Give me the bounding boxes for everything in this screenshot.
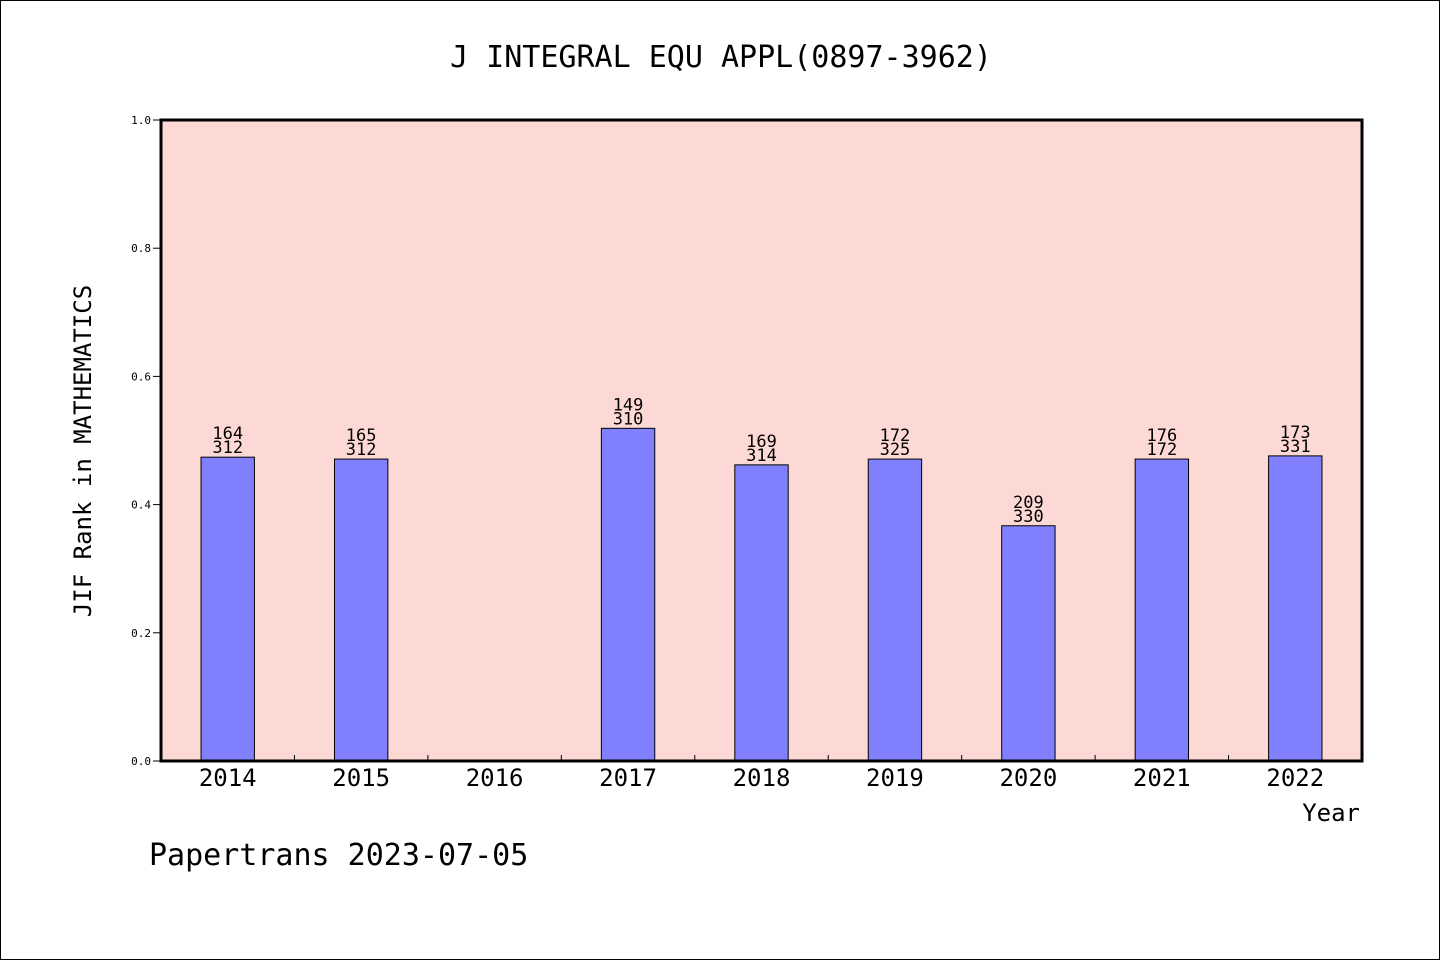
bar-2014 [200, 456, 255, 762]
bar-rank-label: 164 [212, 424, 243, 444]
bar-total-label: 331 [1280, 437, 1311, 457]
bar-rank-label: 173 [1280, 423, 1311, 443]
bar-2020 [1001, 525, 1056, 762]
bar-total-label: 325 [880, 440, 911, 460]
bar-total-label: 172 [1146, 440, 1177, 460]
x-tick-label: 2022 [1266, 764, 1324, 792]
bar-2021 [1134, 458, 1190, 762]
y-tick-label: 0.6 [131, 370, 151, 383]
bar-rank-label: 209 [1013, 493, 1044, 513]
plot-border [159, 118, 1364, 763]
x-tick-label: 2016 [466, 764, 524, 792]
bars-group [200, 427, 1323, 762]
x-axis-label: Year [1302, 799, 1360, 827]
footer-text: Papertrans 2023-07-05 [149, 838, 528, 873]
bar-2015 [333, 458, 389, 762]
bar-rank-label: 165 [346, 426, 377, 446]
bar-total-label: 330 [1013, 507, 1044, 527]
bar-rank-label: 149 [613, 395, 644, 415]
chart-title: J INTEGRAL EQU APPL(0897-3962) [450, 40, 992, 75]
bar-total-label: 312 [346, 440, 377, 460]
bar-rank-label: 176 [1146, 426, 1177, 446]
x-tick-label: 2017 [599, 764, 657, 792]
y-axis-ticks: 0.0 0.2 0.4 0.6 0.8 1.0 [131, 114, 161, 768]
bar-total-label: 314 [746, 446, 777, 466]
y-tick-label: 0.0 [131, 755, 151, 768]
bar-rank-label: 169 [746, 432, 777, 452]
y-tick-label: 1.0 [131, 114, 151, 127]
y-axis-label: JIF Rank in MATHEMATICS [69, 285, 97, 617]
x-tick-label: 2015 [332, 764, 390, 792]
x-tick-label: 2020 [999, 764, 1057, 792]
x-tick-label: 2019 [866, 764, 924, 792]
x-tick-label: 2018 [733, 764, 791, 792]
y-tick-label: 0.4 [131, 499, 151, 512]
bar-2017 [600, 427, 656, 762]
bar-2022 [1268, 455, 1323, 762]
bar-2018 [734, 464, 789, 762]
y-tick-label: 0.2 [131, 627, 151, 640]
x-tick-label: 2014 [199, 764, 257, 792]
x-tick-label: 2021 [1133, 764, 1191, 792]
bar-2019 [867, 458, 923, 762]
bar-total-label: 310 [613, 409, 644, 429]
bar-labels-group: 1643121653121493101693141723252093301761… [212, 395, 1310, 526]
x-axis-ticks: 2014 2015 2016 2017 2018 2019 2020 2021 2022 [199, 755, 1324, 792]
bar-rank-label: 172 [880, 426, 911, 446]
y-tick-label: 0.8 [131, 242, 151, 255]
bar-total-label: 312 [212, 438, 243, 458]
